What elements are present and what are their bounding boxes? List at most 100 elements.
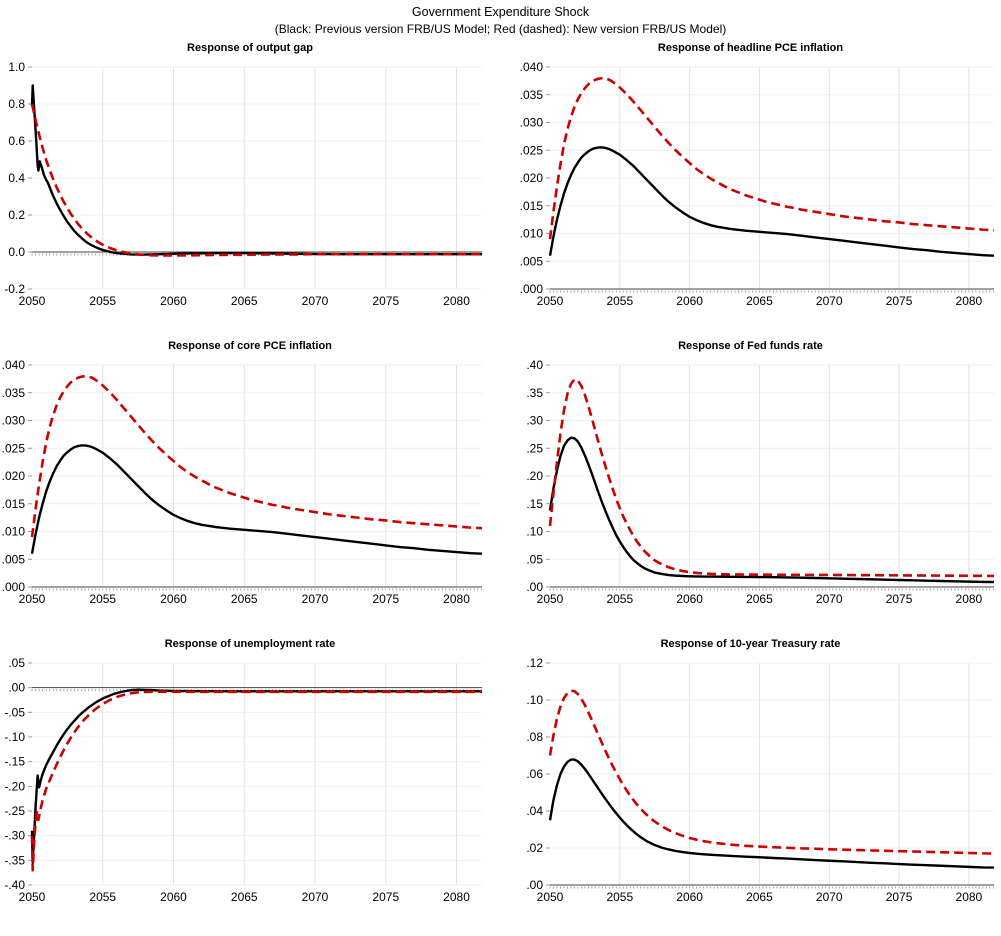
svg-text:.005: .005 <box>520 254 544 268</box>
svg-text:-.15: -.15 <box>4 755 25 769</box>
svg-text:2065: 2065 <box>231 890 258 904</box>
panel-title: Response of output gap <box>187 42 313 54</box>
svg-text:.12: .12 <box>526 656 543 670</box>
svg-text:2065: 2065 <box>746 592 773 606</box>
output-gap-panel: Response of output gap 1.0 0.8 0.6 0.4 0.2 0.… <box>0 37 500 335</box>
svg-text:0.8: 0.8 <box>8 97 25 111</box>
svg-text:.035: .035 <box>520 88 544 102</box>
svg-text:2050: 2050 <box>537 592 564 606</box>
svg-text:.00: .00 <box>526 878 543 892</box>
svg-text:.015: .015 <box>2 497 26 511</box>
svg-text:2065: 2065 <box>231 592 258 606</box>
svg-text:2050: 2050 <box>19 294 46 308</box>
core-pce-inflation-plot: .040 .035 .030 .025 .020 .015 .010 .005 .0002050… <box>2 358 483 606</box>
svg-text:.35: .35 <box>526 386 543 400</box>
svg-text:2070: 2070 <box>302 294 329 308</box>
svg-text:2075: 2075 <box>886 890 913 904</box>
svg-text:2055: 2055 <box>89 294 116 308</box>
svg-text:.15: .15 <box>526 497 543 511</box>
svg-text:2060: 2060 <box>676 890 703 904</box>
svg-text:.000: .000 <box>520 282 544 296</box>
panel-title: Response of unemployment rate <box>164 638 336 650</box>
svg-text:0.6: 0.6 <box>8 134 25 148</box>
svg-text:.05: .05 <box>8 656 25 670</box>
svg-text:.40: .40 <box>526 358 543 372</box>
svg-text:2075: 2075 <box>886 592 913 606</box>
svg-text:2070: 2070 <box>302 890 329 904</box>
ten-year-treasury-rate-panel: Response of 10-year Treasury rate .12 .10… <box>500 633 1001 931</box>
svg-text:.00: .00 <box>8 681 25 695</box>
svg-text:.20: .20 <box>526 469 543 483</box>
unemployment-rate-panel: Response of unemployment rate .05 .00 -.05… <box>0 633 500 931</box>
svg-text:.030: .030 <box>520 116 544 130</box>
svg-text:2055: 2055 <box>606 890 633 904</box>
svg-text:.010: .010 <box>520 227 544 241</box>
svg-text:2055: 2055 <box>89 890 116 904</box>
svg-text:.015: .015 <box>520 199 544 213</box>
panel-title: Response of core PCE inflation <box>168 340 332 352</box>
svg-text:.040: .040 <box>2 358 26 372</box>
svg-text:0.0: 0.0 <box>8 245 25 259</box>
fed-funds-rate-panel: Response of Fed funds rate .40 .35 .30 .25.… <box>500 335 1001 633</box>
svg-text:2080: 2080 <box>443 890 470 904</box>
svg-text:.06: .06 <box>526 767 543 781</box>
figure-header: Government Expenditure Shock (Black: Pre… <box>0 0 1001 37</box>
svg-text:-.30: -.30 <box>4 829 25 843</box>
svg-text:.000: .000 <box>2 580 26 594</box>
svg-text:2080: 2080 <box>956 294 983 308</box>
svg-text:2060: 2060 <box>160 294 187 308</box>
svg-text:2075: 2075 <box>372 890 399 904</box>
svg-text:2065: 2065 <box>746 890 773 904</box>
svg-text:.00: .00 <box>526 580 543 594</box>
svg-text:2050: 2050 <box>19 592 46 606</box>
svg-text:.020: .020 <box>520 171 544 185</box>
svg-text:-.20: -.20 <box>4 779 25 793</box>
svg-text:2060: 2060 <box>160 890 187 904</box>
svg-text:2060: 2060 <box>676 592 703 606</box>
svg-text:.04: .04 <box>526 804 543 818</box>
svg-text:2055: 2055 <box>606 294 633 308</box>
svg-text:2060: 2060 <box>676 294 703 308</box>
svg-text:0.2: 0.2 <box>8 208 25 222</box>
svg-text:2075: 2075 <box>372 592 399 606</box>
svg-text:2070: 2070 <box>302 592 329 606</box>
svg-text:.02: .02 <box>526 841 543 855</box>
core-pce-inflation-panel: Response of core PCE inflation .040 .035.… <box>0 335 500 633</box>
svg-text:1.0: 1.0 <box>8 60 25 74</box>
svg-text:2080: 2080 <box>956 592 983 606</box>
svg-text:2080: 2080 <box>443 294 470 308</box>
page-title: Government Expenditure Shock <box>411 5 590 19</box>
panel-title: Response of headline PCE inflation <box>657 42 844 54</box>
svg-text:.010: .010 <box>2 525 26 539</box>
svg-text:2070: 2070 <box>816 890 843 904</box>
svg-text:.25: .25 <box>526 441 543 455</box>
svg-text:.025: .025 <box>2 441 26 455</box>
svg-text:2065: 2065 <box>231 294 258 308</box>
panel-title: Response of Fed funds rate <box>678 340 823 352</box>
svg-text:.30: .30 <box>526 414 543 428</box>
svg-text:.025: .025 <box>520 143 544 157</box>
svg-text:2075: 2075 <box>886 294 913 308</box>
headline-pce-inflation-plot: .040 .035 .030 .025 .020 .015 .010 .005 .0002050… <box>520 60 995 308</box>
page-subtitle: (Black: Previous version FRB/US Model; R… <box>274 22 727 36</box>
svg-text:.040: .040 <box>520 60 544 74</box>
svg-text:2080: 2080 <box>956 890 983 904</box>
panel-title: Response of 10-year Treasury rate <box>660 638 841 650</box>
svg-text:2075: 2075 <box>372 294 399 308</box>
svg-text:2060: 2060 <box>160 592 187 606</box>
svg-text:-0.2: -0.2 <box>4 282 25 296</box>
svg-text:2050: 2050 <box>537 294 564 308</box>
svg-text:.035: .035 <box>2 386 26 400</box>
svg-text:.05: .05 <box>526 552 543 566</box>
svg-text:-.10: -.10 <box>4 730 25 744</box>
svg-text:.10: .10 <box>526 693 543 707</box>
svg-text:2050: 2050 <box>19 890 46 904</box>
svg-text:.08: .08 <box>526 730 543 744</box>
svg-text:2070: 2070 <box>816 592 843 606</box>
chart-grid: Response of output gap 1.0 0.8 0.6 0.4 0.2 0.… <box>0 37 1001 931</box>
svg-text:2080: 2080 <box>443 592 470 606</box>
svg-text:.020: .020 <box>2 469 26 483</box>
